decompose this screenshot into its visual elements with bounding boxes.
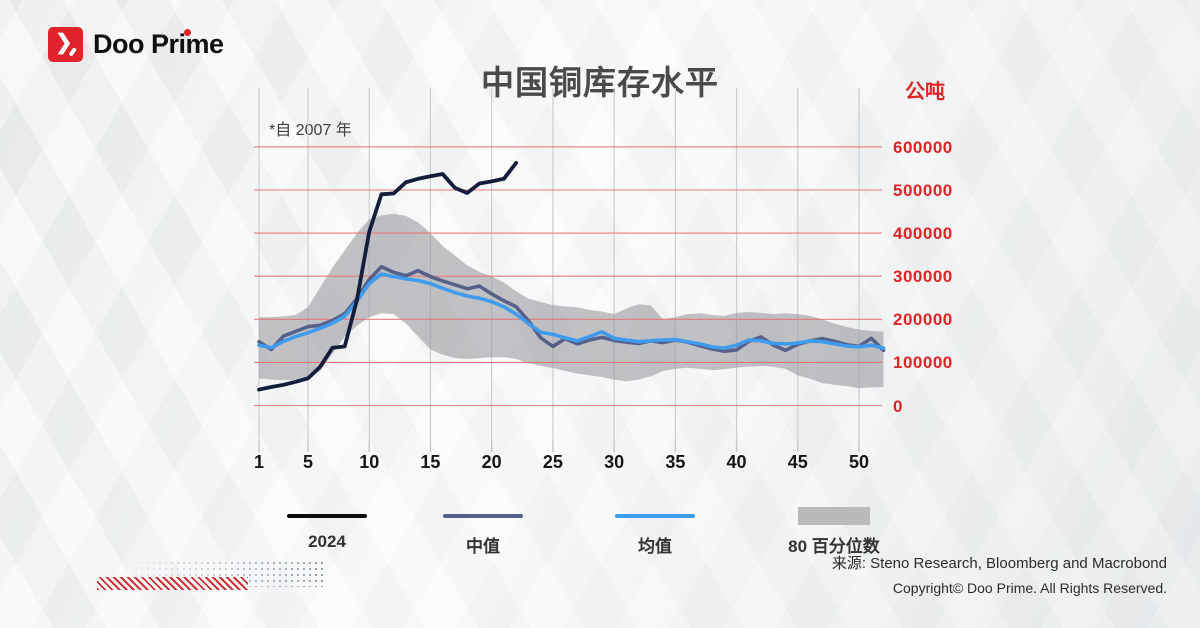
x-axis-label: 30 bbox=[604, 452, 625, 472]
legend-swatch-2024 bbox=[287, 514, 367, 518]
brand-i-dot bbox=[184, 29, 191, 36]
x-axis-label: 1 bbox=[253, 452, 264, 472]
since-2007-note: *自 2007 年 bbox=[269, 122, 352, 139]
x-axis-label: 40 bbox=[726, 452, 747, 472]
x-axis-label: 25 bbox=[542, 452, 563, 472]
brand-name-text: Doo Prime bbox=[93, 29, 224, 59]
copyright-notice: Copyright© Doo Prime. All Rights Reserve… bbox=[892, 580, 1167, 596]
doo-prime-logo-icon: ❯ bbox=[48, 27, 83, 62]
legend-item-2024: 2024 bbox=[287, 506, 367, 552]
y-axis-label: 400000 bbox=[893, 224, 953, 244]
x-axis-label: 45 bbox=[787, 452, 808, 472]
chevron-right-icon: ❯ bbox=[55, 31, 73, 54]
y-axis-unit-label: 公吨 bbox=[905, 81, 945, 103]
legend-item-median: 中值 bbox=[443, 506, 523, 557]
legend-label-mean: 均值 bbox=[638, 537, 672, 556]
doo-prime-logo: ❯ Doo Prime bbox=[48, 27, 224, 62]
legend-label-80th-percentile: 80 百分位数 bbox=[788, 537, 880, 556]
y-axis-label: 0 bbox=[893, 396, 903, 416]
y-axis-label: 200000 bbox=[893, 310, 953, 330]
y-axis-label: 600000 bbox=[893, 137, 953, 157]
x-axis-label: 10 bbox=[359, 452, 380, 472]
percentile-band bbox=[259, 213, 884, 389]
series-line-median bbox=[257, 264, 886, 353]
y-axis-label: 500000 bbox=[893, 181, 953, 200]
legend-item-80th-percentile: 80 百分位数 bbox=[778, 506, 890, 557]
page-title: 中国铜库存水平 bbox=[481, 64, 719, 101]
x-axis-label: 35 bbox=[665, 452, 686, 472]
y-axis-label: 300000 bbox=[893, 267, 953, 287]
legend-label-median: 中值 bbox=[466, 537, 500, 556]
legend-swatch-median bbox=[443, 514, 523, 518]
x-axis-label: 20 bbox=[481, 452, 502, 472]
series-line-mean bbox=[257, 272, 886, 350]
x-axis-label: 50 bbox=[848, 452, 870, 472]
legend-swatch-mean bbox=[615, 514, 695, 518]
legend-item-mean: 均值 bbox=[615, 506, 695, 557]
source-attribution: 来源: Steno Research, Bloomberg and Macrob… bbox=[831, 555, 1167, 572]
series-line-2024 bbox=[257, 160, 519, 392]
y-axis-label: 100000 bbox=[893, 353, 953, 373]
x-axis-label: 15 bbox=[420, 452, 441, 472]
x-axis-label: 5 bbox=[302, 452, 313, 472]
red-hatch-decoration bbox=[97, 577, 248, 590]
brand-name: Doo Prime bbox=[93, 29, 224, 60]
legend-swatch-80th-percentile bbox=[798, 507, 870, 525]
legend-label-2024: 2024 bbox=[308, 532, 346, 551]
